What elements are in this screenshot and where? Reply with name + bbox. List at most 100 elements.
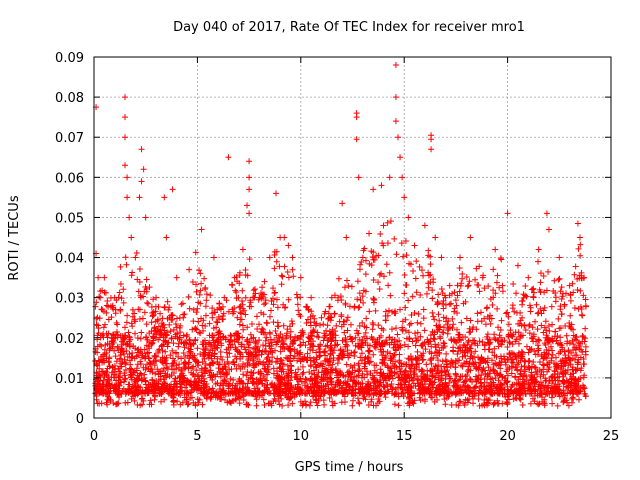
data-point	[462, 396, 469, 403]
data-point	[132, 384, 139, 391]
data-point	[155, 303, 162, 310]
data-point	[576, 342, 583, 349]
data-point	[307, 346, 314, 353]
data-point	[573, 367, 580, 374]
data-point	[497, 327, 504, 334]
data-point	[491, 399, 498, 406]
data-point	[172, 375, 179, 382]
data-point	[235, 294, 242, 301]
data-point	[371, 390, 378, 397]
data-point	[505, 393, 512, 400]
data-point	[306, 334, 313, 341]
x-axis-label: GPS time / hours	[295, 460, 404, 475]
data-point	[375, 279, 382, 286]
data-point	[330, 331, 337, 338]
data-point	[498, 317, 505, 324]
data-point	[427, 261, 434, 268]
data-point	[447, 363, 454, 370]
data-point	[484, 371, 491, 378]
data-point	[220, 333, 227, 340]
data-point	[429, 287, 436, 294]
data-point	[327, 342, 334, 349]
data-point	[126, 351, 133, 358]
data-point	[133, 249, 140, 256]
data-point	[150, 296, 157, 303]
data-point	[182, 360, 189, 367]
data-point	[244, 324, 251, 331]
data-point	[570, 370, 577, 377]
data-point	[451, 289, 458, 296]
data-point	[240, 396, 247, 403]
data-point	[365, 401, 372, 408]
data-point	[303, 401, 310, 408]
data-point	[289, 400, 296, 407]
data-point	[268, 345, 275, 352]
data-point	[183, 390, 190, 397]
data-point	[362, 271, 369, 278]
data-point	[528, 376, 535, 383]
data-point	[295, 307, 302, 314]
data-point	[412, 382, 419, 389]
data-point	[174, 398, 181, 405]
data-point	[425, 341, 432, 348]
data-point	[520, 291, 527, 298]
data-point	[272, 289, 279, 296]
data-point	[285, 274, 292, 281]
data-point	[548, 303, 555, 310]
data-point-outlier	[535, 246, 542, 253]
data-point	[403, 335, 410, 342]
data-point	[247, 331, 254, 338]
data-point	[525, 364, 532, 371]
data-point	[418, 352, 425, 359]
data-point	[571, 304, 578, 311]
data-point	[419, 267, 426, 274]
data-point	[176, 378, 183, 385]
data-point	[340, 321, 347, 328]
data-point	[453, 390, 460, 397]
data-point	[296, 342, 303, 349]
data-point-outlier	[556, 254, 563, 261]
data-point	[171, 385, 178, 392]
data-point	[276, 363, 283, 370]
data-point	[157, 376, 164, 383]
data-point	[309, 312, 316, 319]
data-point	[244, 401, 251, 408]
data-point	[517, 389, 524, 396]
y-tick-label: 0.01	[55, 372, 84, 387]
data-point	[132, 378, 139, 385]
data-point	[283, 332, 290, 339]
data-point	[327, 366, 334, 373]
data-point	[427, 394, 434, 401]
data-point	[252, 290, 259, 297]
data-point	[395, 393, 402, 400]
data-point	[266, 313, 273, 320]
data-point	[490, 294, 497, 301]
data-point	[397, 369, 404, 376]
data-point	[282, 335, 289, 342]
data-point	[399, 318, 406, 325]
data-point	[577, 241, 584, 248]
data-point	[530, 338, 537, 345]
data-point	[106, 345, 113, 352]
data-point	[476, 402, 483, 409]
data-point	[250, 390, 257, 397]
data-point	[230, 376, 237, 383]
data-point	[554, 386, 561, 393]
data-point	[556, 393, 563, 400]
data-point	[180, 332, 187, 339]
data-point	[441, 396, 448, 403]
data-point	[129, 306, 136, 313]
data-point	[579, 382, 586, 389]
data-point	[436, 372, 443, 379]
data-point	[464, 283, 471, 290]
data-point	[104, 297, 111, 304]
data-point	[134, 334, 141, 341]
data-point	[487, 339, 494, 346]
data-point	[255, 352, 262, 359]
data-point	[470, 395, 477, 402]
data-point	[476, 263, 483, 270]
data-point	[214, 306, 221, 313]
data-point	[454, 309, 461, 316]
data-point	[313, 363, 320, 370]
data-point	[510, 331, 517, 338]
